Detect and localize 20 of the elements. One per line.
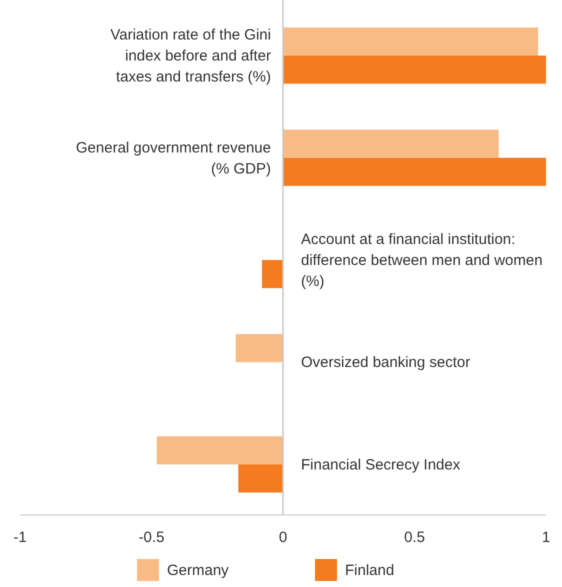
- x-tick-label: 0: [278, 529, 288, 546]
- y-tick-label: General government revenue (% GDP): [76, 139, 272, 178]
- x-tick-label: 0.5: [404, 529, 425, 546]
- x-tick-label: 1: [542, 529, 550, 546]
- legend-label: Finland: [345, 562, 394, 579]
- bar: [236, 334, 283, 362]
- bar: [262, 260, 283, 288]
- y-tick-label: Account at a financial institution: difference between men and women (%): [301, 231, 543, 290]
- bar: [283, 56, 546, 84]
- x-tick-label: -1: [13, 529, 27, 546]
- y-tick-label: Variation rate of the Gini index before and after taxes and transfers (%): [110, 26, 272, 86]
- bar: [283, 130, 499, 158]
- bar: [156, 436, 283, 464]
- bar: [238, 464, 283, 493]
- y-tick-label: Oversized banking sector: [301, 354, 470, 372]
- legend-label: Germany: [167, 562, 230, 579]
- x-tick-label: -0.5: [138, 529, 164, 546]
- y-tick-label: Financial Secrecy Index: [301, 456, 461, 474]
- bar: [283, 158, 546, 186]
- bar: [283, 27, 538, 56]
